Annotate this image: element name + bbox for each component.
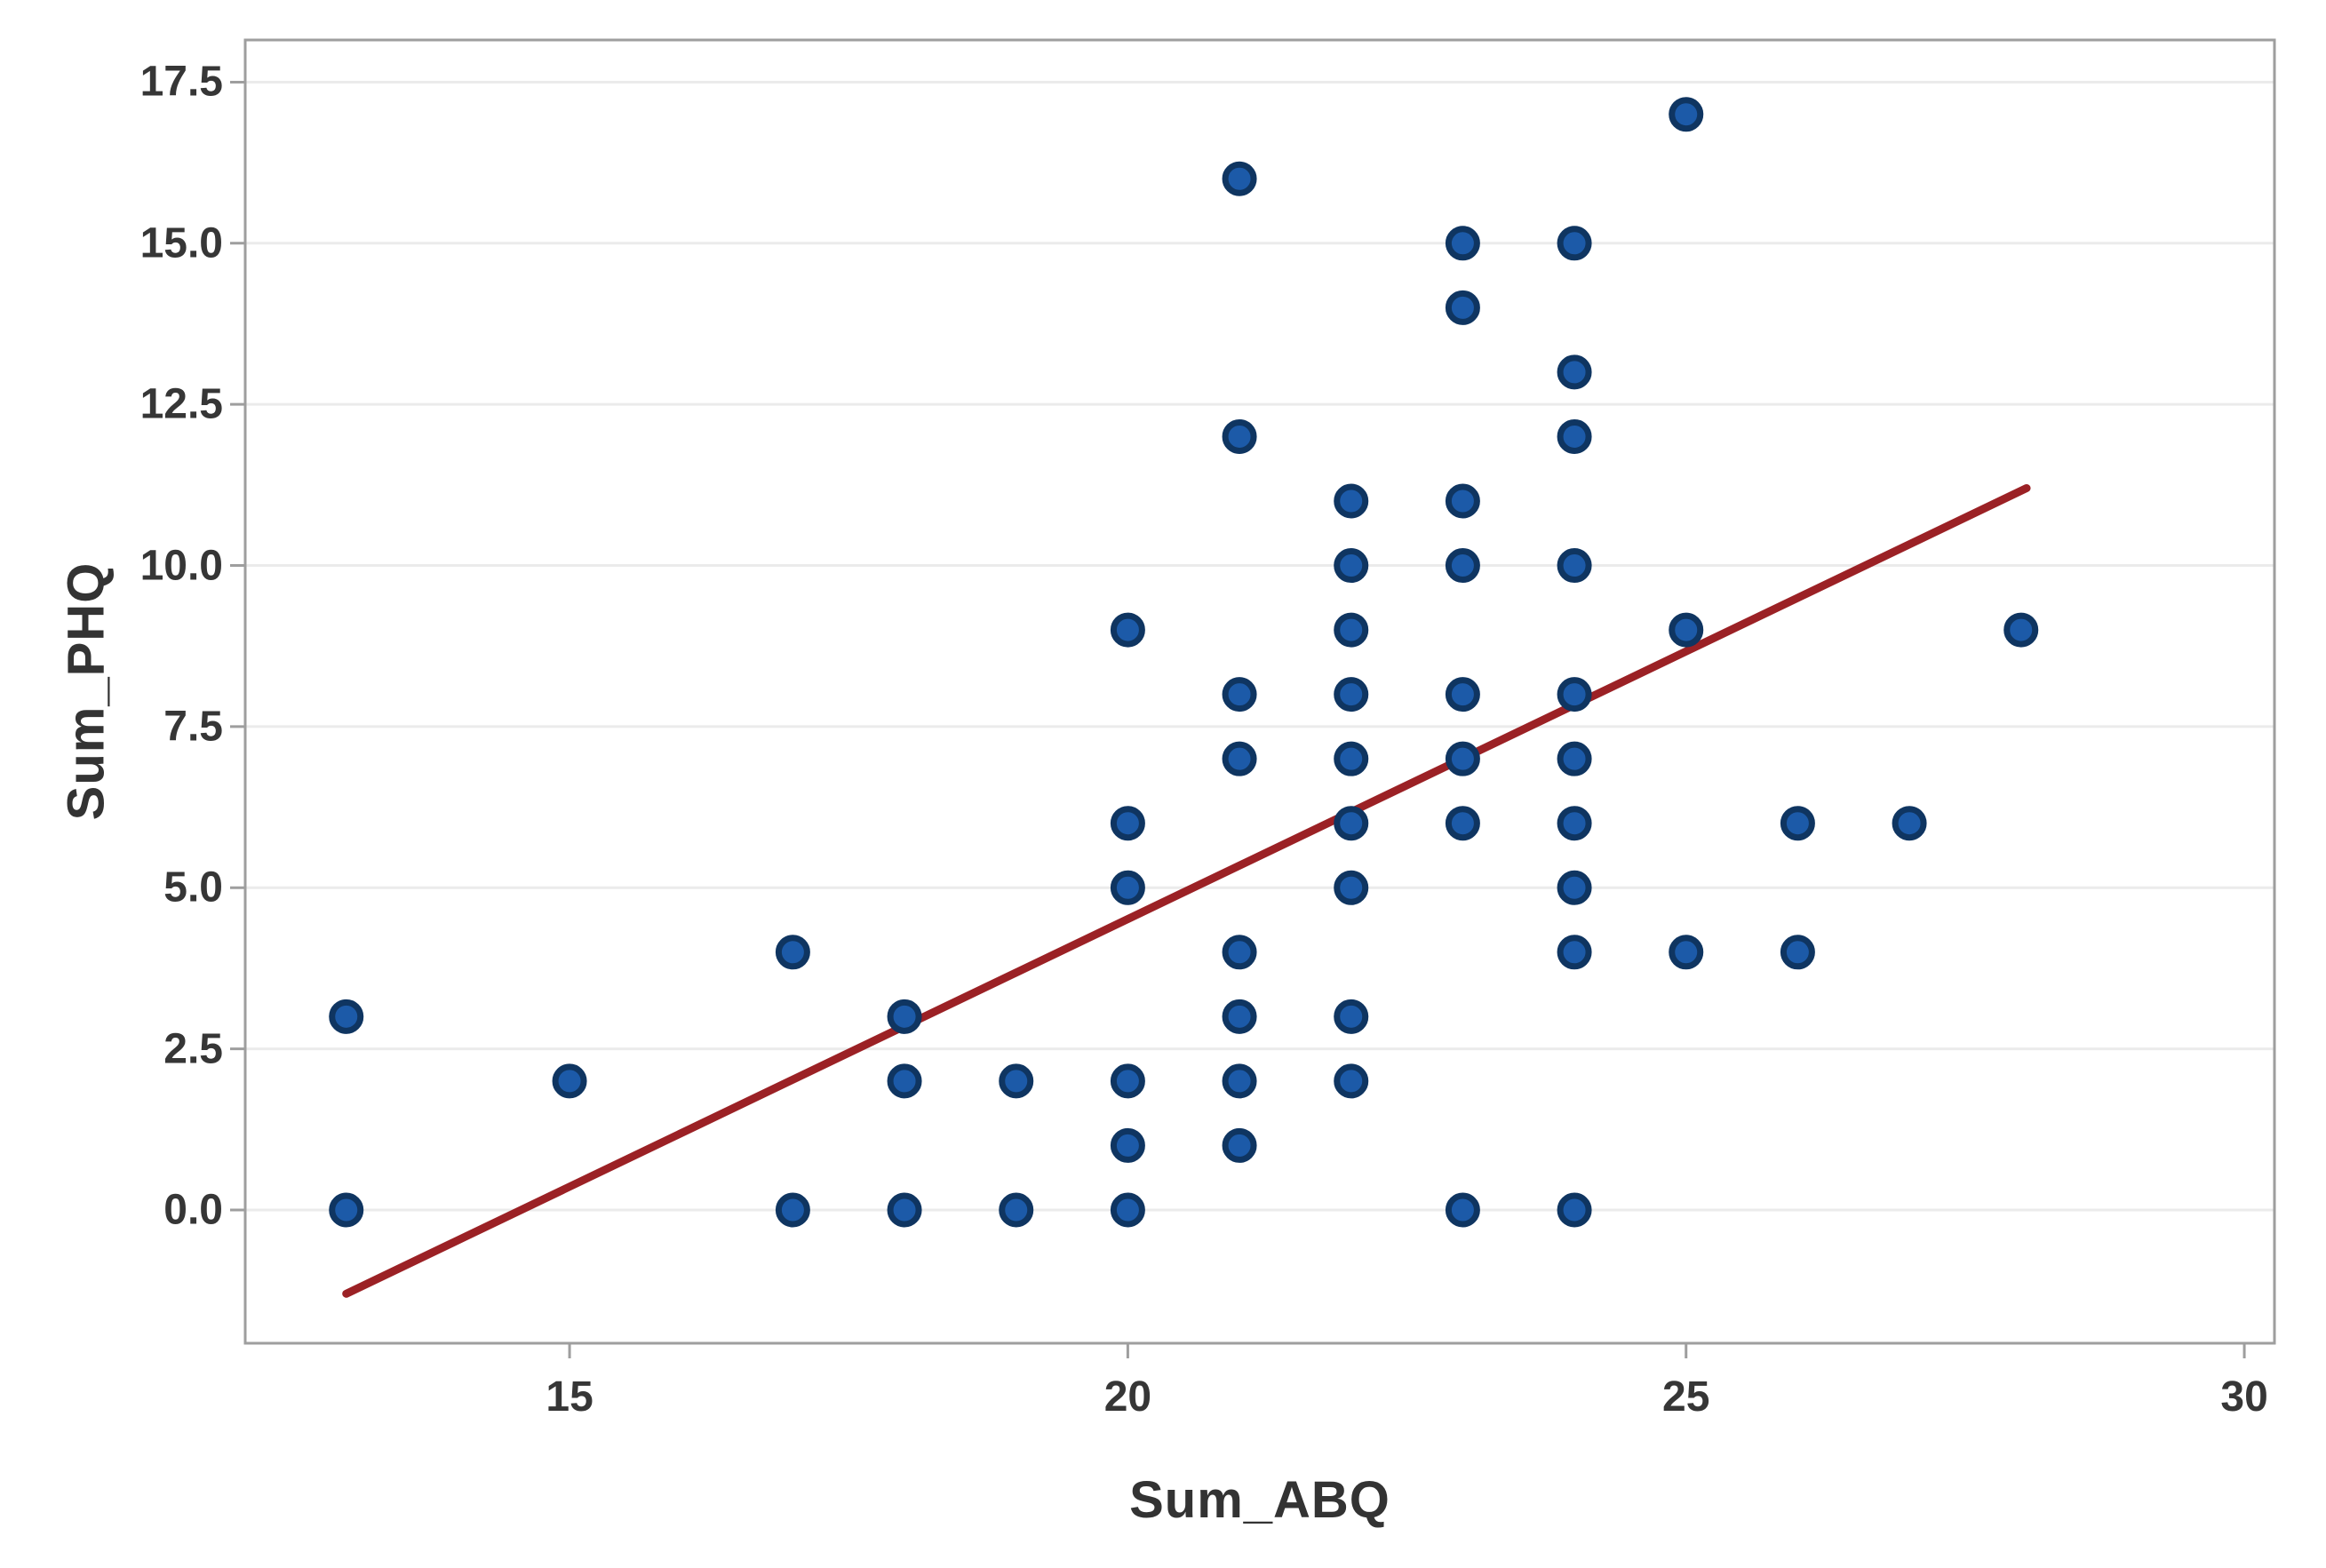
data-point — [2003, 612, 2039, 648]
data-point — [1557, 870, 1592, 905]
data-point — [1110, 1063, 1145, 1099]
data-point — [1110, 870, 1145, 905]
data-point — [1222, 999, 1257, 1034]
y-tick-label: 0.0 — [163, 1186, 223, 1234]
data-point — [1334, 741, 1369, 776]
y-tick-label: 15.0 — [139, 219, 223, 267]
data-point — [1334, 548, 1369, 584]
y-axis-title: Sum_PHQ — [57, 561, 116, 821]
data-point — [329, 999, 364, 1034]
data-point — [1445, 483, 1480, 519]
x-tick-label: 25 — [1662, 1373, 1710, 1421]
x-tick-label: 20 — [1103, 1373, 1152, 1421]
data-point — [1222, 1063, 1257, 1099]
data-point — [999, 1063, 1034, 1099]
data-point — [1445, 290, 1480, 325]
x-axis-title: Sum_ABQ — [1129, 1471, 1390, 1529]
data-point — [1780, 935, 1815, 970]
data-point — [1334, 999, 1369, 1034]
data-point — [1557, 1192, 1592, 1228]
data-point — [1557, 806, 1592, 841]
y-tick-label: 12.5 — [139, 380, 223, 428]
y-tick-label: 7.5 — [163, 703, 223, 751]
data-point — [1110, 1192, 1145, 1228]
data-point — [329, 1192, 364, 1228]
data-point — [1445, 806, 1480, 841]
data-point — [887, 1192, 922, 1228]
y-tick-label: 5.0 — [163, 864, 223, 911]
data-point — [1222, 161, 1257, 196]
x-tick-label: 30 — [2220, 1373, 2268, 1421]
data-point — [1557, 741, 1592, 776]
data-point — [1557, 677, 1592, 712]
data-point — [1110, 612, 1145, 648]
data-point — [1222, 1127, 1257, 1163]
data-point — [1557, 548, 1592, 584]
data-point — [1445, 548, 1480, 584]
data-point — [1222, 418, 1257, 454]
data-point — [999, 1192, 1034, 1228]
data-point — [1892, 806, 1927, 841]
data-point — [1334, 483, 1369, 519]
data-point — [1557, 418, 1592, 454]
data-point — [1110, 1127, 1145, 1163]
y-tick-label: 17.5 — [139, 58, 223, 106]
data-point — [1557, 354, 1592, 390]
data-point — [552, 1063, 587, 1099]
data-point — [1222, 677, 1257, 712]
data-point — [1334, 612, 1369, 648]
data-point — [1445, 1192, 1480, 1228]
data-point — [1669, 612, 1704, 648]
y-tick-label: 2.5 — [163, 1025, 223, 1073]
data-point — [1445, 741, 1480, 776]
data-point — [775, 935, 810, 970]
data-point — [1334, 1063, 1369, 1099]
data-point — [1780, 806, 1815, 841]
data-point — [775, 1192, 810, 1228]
data-point — [1557, 935, 1592, 970]
data-point — [1445, 677, 1480, 712]
data-point — [1669, 935, 1704, 970]
data-point — [1334, 870, 1369, 905]
data-point — [1334, 677, 1369, 712]
plot-frame — [243, 38, 2276, 1345]
data-point — [1110, 806, 1145, 841]
data-point — [1445, 226, 1480, 261]
data-point — [887, 1063, 922, 1099]
data-point — [1222, 935, 1257, 970]
data-point — [1669, 97, 1704, 132]
data-point — [1557, 226, 1592, 261]
x-tick-label: 15 — [546, 1373, 593, 1421]
data-point — [887, 999, 922, 1034]
y-tick-label: 10.0 — [139, 542, 223, 590]
data-point — [1222, 741, 1257, 776]
regression-line — [342, 483, 2031, 1298]
data-point — [1334, 806, 1369, 841]
